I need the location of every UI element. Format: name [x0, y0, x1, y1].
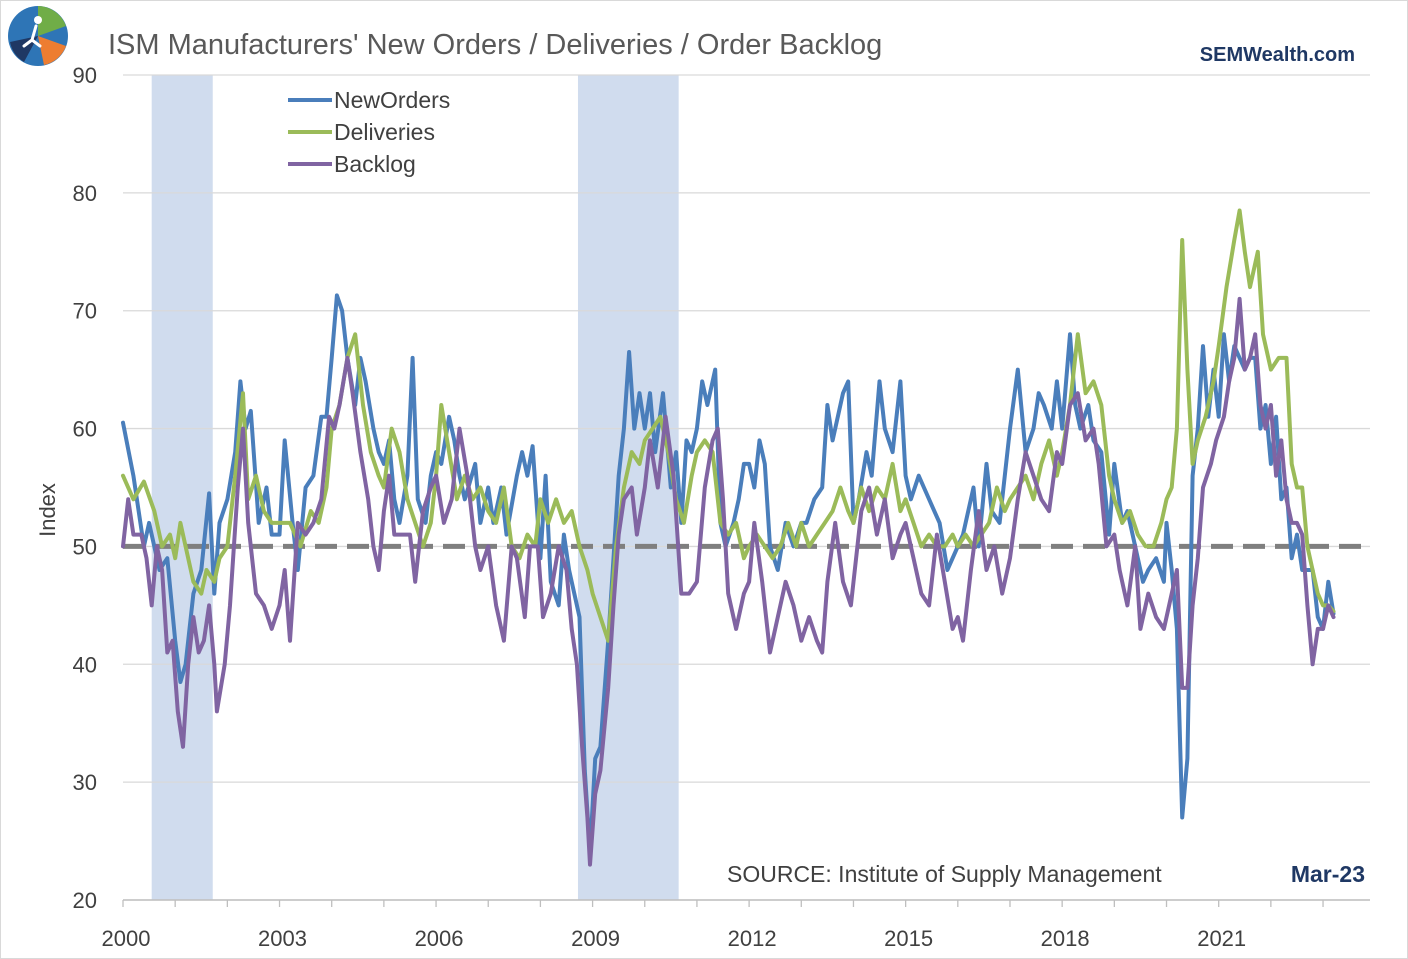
legend-label-deliveries: Deliveries [334, 119, 435, 145]
y-tick-label: 40 [73, 652, 97, 677]
x-tick-label: 2012 [728, 926, 777, 951]
y-tick-label: 30 [73, 770, 97, 795]
y-tick-label: 70 [73, 299, 97, 324]
series-lines [121, 208, 1336, 867]
source-note: SOURCE: Institute of Supply Management [727, 861, 1162, 887]
x-tick-label: 2006 [415, 926, 464, 951]
x-tick-label: 2021 [1197, 926, 1246, 951]
y-tick-label: 60 [73, 417, 97, 442]
legend-label-neworders: NewOrders [334, 87, 450, 113]
date-label: Mar-23 [1291, 861, 1365, 887]
x-axis-ticks: 2000 2003 2006 2009 2012 2015 2018 2021 [102, 899, 1370, 951]
series-line-backlog [121, 296, 1336, 867]
brand-label: SEMWealth.com [1200, 44, 1355, 66]
recession-bands [151, 75, 679, 900]
legend-label-backlog: Backlog [334, 151, 416, 177]
x-tick-label: 2018 [1041, 926, 1090, 951]
logo-icon [8, 6, 68, 66]
y-axis-label: Index [35, 483, 60, 537]
x-tick-label: 2015 [884, 926, 933, 951]
legend: NewOrders Deliveries Backlog [288, 87, 450, 177]
y-tick-label: 20 [73, 888, 97, 913]
x-tick-label: 2000 [102, 926, 151, 951]
recession-band-1 [151, 75, 213, 900]
chart-title: ISM Manufacturers' New Orders / Deliveri… [108, 29, 882, 61]
series-line-neworders [121, 293, 1336, 855]
y-tick-label: 80 [73, 181, 97, 206]
x-tick-label: 2003 [258, 926, 307, 951]
y-axis-ticks: 20 30 40 50 60 70 80 90 [73, 63, 97, 913]
x-tick-label: 2009 [571, 926, 620, 951]
y-tick-label: 50 [73, 534, 97, 559]
y-tick-label: 90 [73, 63, 97, 88]
